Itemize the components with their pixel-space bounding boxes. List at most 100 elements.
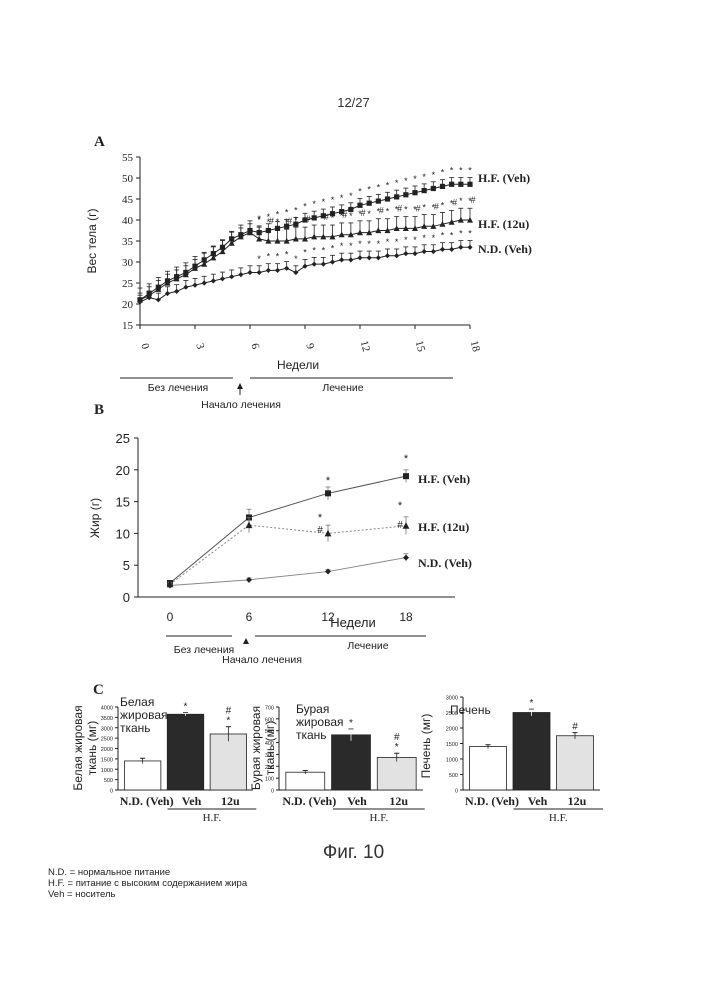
panel-c1-category-label: 12u	[389, 794, 408, 808]
panel-a-significance-hash: #	[342, 210, 347, 220]
panel-c2-bar-0	[470, 747, 507, 790]
panel-c1-y-tick-label: 100	[265, 777, 274, 783]
panel-a-no-treatment-label: Без лечения	[148, 382, 209, 394]
panel-a-significance-star: *	[413, 174, 417, 184]
panel-a-significance-star: *	[441, 168, 445, 178]
panel-a-y-tick-label: 55	[122, 152, 134, 164]
panel-a-x-tick-label: 0	[138, 342, 151, 351]
panel-a-significance-hash: #	[379, 206, 384, 216]
panel-a-significance-star: *	[404, 235, 408, 245]
panel-a-point	[220, 276, 225, 281]
panel-a-significance-star: *	[331, 243, 335, 253]
panel-a-significance-hash: #	[397, 204, 402, 214]
panel-a-significance-star: *	[331, 213, 335, 223]
panel-a-point	[367, 255, 372, 260]
panel-a-point	[357, 255, 362, 260]
panel-c1-category-label: N.D. (Veh)	[282, 794, 336, 808]
panel-c0-y-axis-title: Белая жировая	[71, 705, 85, 790]
panel-a-significance-hash: #	[452, 197, 457, 207]
panel-a-significance-star: *	[257, 215, 261, 225]
panel-a-treatment-label: Лечение	[322, 382, 363, 394]
panel-a-point	[467, 182, 472, 187]
panel-c1-group-label: H.F.	[370, 812, 389, 824]
panel-a-series-label-1: H.F. (12u)	[478, 217, 529, 231]
panel-a-label: A	[94, 134, 105, 150]
panel-a-significance-star: *	[377, 239, 381, 249]
panel-a-significance-star: *	[422, 233, 426, 243]
panel-c0-bar-0	[124, 761, 160, 790]
panel-b-point	[403, 555, 409, 561]
panel-c0-category-label: 12u	[221, 794, 240, 808]
panel-b-y-tick-label: 10	[116, 526, 130, 541]
panel-c2-bar-2	[557, 736, 594, 790]
panel-a-significance-star: *	[432, 233, 436, 243]
panel-c0-significance-hash: #	[226, 706, 232, 717]
panel-c1-y-tick-label: 700	[265, 706, 274, 712]
panel-a-y-axis-title: Вес тела (г)	[85, 208, 99, 273]
panel-b-point	[403, 522, 410, 529]
panel-a-significance-star: *	[422, 172, 426, 182]
panel-a-y-tick-label: 20	[122, 299, 134, 311]
panel-a-significance-star: *	[257, 254, 261, 264]
panel-a-significance-star: *	[294, 254, 298, 264]
panel-a-significance-hash: #	[305, 214, 310, 224]
panel-a-point	[458, 182, 463, 187]
footnotes: N.D. = нормальное питание H.F. = питание…	[48, 867, 247, 900]
panel-c0-y-tick-label: 1000	[101, 768, 113, 774]
panel-a-significance-star: *	[276, 252, 280, 262]
panel-a-point	[431, 249, 436, 254]
panel-b-y-axis-title: Жир (г)	[88, 498, 102, 538]
panel-c2-y-tick-label: 500	[449, 773, 458, 779]
panel-c2-bar-1	[513, 713, 550, 791]
panel-b-point	[403, 473, 409, 479]
panel-a-point	[376, 199, 381, 204]
panel-a-point	[458, 245, 463, 250]
panel-a-point	[284, 266, 289, 271]
panel-a-significance-star: *	[386, 207, 390, 217]
panel-a-significance-star: *	[468, 166, 472, 176]
panel-c0-significance-star: *	[226, 716, 230, 727]
panel-a-point	[202, 280, 207, 285]
panel-c0-y-tick-label: 3500	[101, 716, 113, 722]
panel-a-significance-star: *	[331, 195, 335, 205]
panel-a-significance-star: *	[358, 187, 362, 197]
panel-a-significance-star: *	[404, 176, 408, 186]
panel-c1-title: ткань	[296, 728, 327, 742]
figure-10-charts: A1520253035404550550369121518НеделиВес т…	[0, 0, 707, 840]
panel-a-significance-star: *	[349, 191, 353, 201]
panel-b-x-tick-label: 18	[399, 610, 413, 624]
panel-c0-bar-1	[167, 714, 203, 790]
panel-c2-title: Печень	[450, 703, 491, 717]
panel-b-point	[246, 522, 253, 529]
panel-a-significance-star: *	[386, 180, 390, 190]
panel-c0-group-label: H.F.	[203, 812, 222, 824]
panel-a-significance-star: *	[312, 245, 316, 255]
panel-a-significance-hash: #	[470, 195, 475, 205]
panel-a-x-tick-label: 15	[413, 339, 428, 353]
panel-b-significance-hash: #	[397, 520, 403, 531]
panel-a-point	[422, 249, 427, 254]
panel-a-point	[257, 270, 262, 275]
panel-b-series-line-2	[170, 558, 406, 586]
panel-b-series-label-0: H.F. (Veh)	[418, 472, 470, 486]
panel-a-significance-hash: #	[360, 208, 365, 218]
panel-a-point	[403, 251, 408, 256]
panel-c2-y-tick-label: 2000	[446, 727, 458, 733]
panel-a-y-tick-label: 30	[122, 257, 134, 269]
panel-a-significance-star: *	[459, 196, 463, 206]
panel-c1-bar-1	[332, 735, 371, 790]
panel-a-point	[211, 278, 216, 283]
footnote-veh: Veh = носитель	[48, 889, 247, 900]
panel-a-point	[256, 236, 262, 242]
panel-a-point	[449, 247, 454, 252]
panel-c1-category-label: Veh	[347, 794, 367, 808]
panel-c0-y-tick-label: 0	[110, 789, 113, 795]
panel-a-significance-star: *	[276, 217, 280, 227]
panel-c1-y-tick-label: 0	[271, 789, 274, 795]
panel-a-significance-star: *	[340, 241, 344, 251]
panel-c0-bar-2	[210, 734, 246, 790]
panel-a-point	[238, 272, 243, 277]
panel-b-x-axis-title: Недели	[330, 615, 376, 630]
panel-a-significance-star: *	[367, 209, 371, 219]
panel-c1-title: жировая	[296, 715, 344, 729]
